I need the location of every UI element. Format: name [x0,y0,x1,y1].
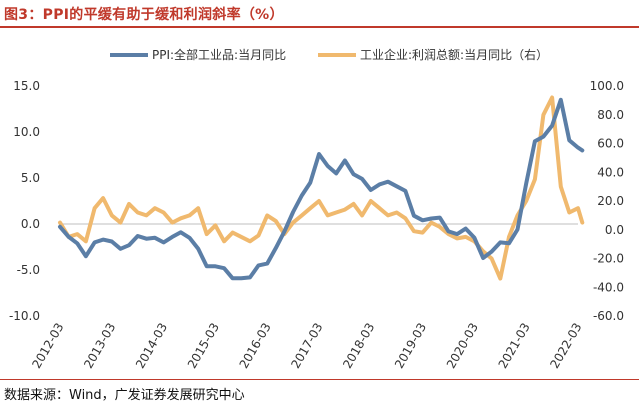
x-tick-label: 2013-03 [81,321,118,371]
legend-label-profit: 工业企业:利润总额:当月同比（右） [360,47,548,62]
left-axis-ticks: -10.0 -5.0 0.0 5.0 10.0 15.0 [9,79,40,323]
chart-title: 图3：PPI的平缓有助于缓和利润斜率（%） [4,7,284,23]
right-tick-label: 0.0 [605,223,624,237]
x-tick-label: 2022-03 [547,321,584,371]
right-tick-label: 80.0 [597,108,624,122]
x-axis-ticks: 2012-03 2013-03 2014-03 2015-03 2016-03 2017-… [29,321,584,371]
series-layer [58,95,585,281]
source-rule [0,379,639,380]
legend: PPI:全部工业品:当月同比 工业企业:利润总额:当月同比（右） [110,47,548,62]
right-axis-ticks: -60.0 -40.0 -20.0 0.0 20.0 40.0 60.0 80.0 100.0 [590,79,624,323]
legend-label-ppi: PPI:全部工业品:当月同比 [152,47,286,62]
x-tick-label: 2021-03 [496,321,533,371]
right-tick-label: 40.0 [597,165,624,179]
x-tick-label: 2016-03 [237,321,274,371]
source-note: 数据来源：Wind，广发证券发展研究中心 [4,388,245,403]
series-line-profit [58,95,585,281]
x-tick-label: 2019-03 [392,321,429,371]
right-tick-label: 20.0 [597,194,624,208]
series-line-ppi [58,97,585,281]
title-rule [0,26,639,28]
left-tick-label: -5.0 [17,263,40,277]
right-tick-label: 60.0 [597,137,624,151]
left-tick-label: 10.0 [13,125,40,139]
left-tick-label: 15.0 [13,79,40,93]
left-tick-label: 0.0 [21,217,40,231]
right-tick-label: -20.0 [593,252,624,266]
x-tick-label: 2020-03 [444,321,481,371]
left-tick-label: -10.0 [9,309,40,323]
x-tick-label: 2018-03 [340,321,377,371]
x-tick-label: 2015-03 [185,321,222,371]
right-tick-label: -40.0 [593,280,624,294]
right-tick-label: 100.0 [590,79,624,93]
left-tick-label: 5.0 [21,171,40,185]
right-tick-label: -60.0 [593,309,624,323]
x-tick-label: 2012-03 [29,321,66,371]
x-tick-label: 2017-03 [288,321,325,371]
x-tick-label: 2014-03 [133,321,170,371]
chart: PPI:全部工业品:当月同比 工业企业:利润总额:当月同比（右） -10.0 -5… [9,47,624,371]
